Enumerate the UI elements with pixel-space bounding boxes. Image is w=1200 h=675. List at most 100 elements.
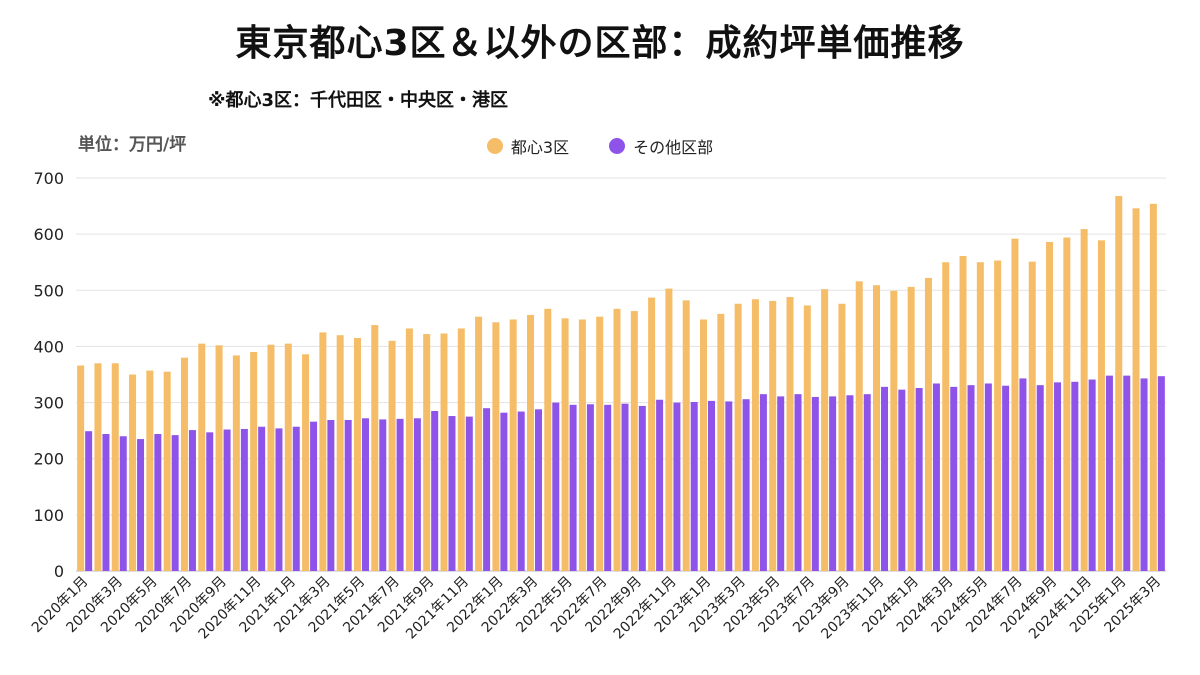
y-tick-label: 100	[33, 506, 64, 525]
bar-other	[846, 395, 854, 571]
bar-other	[863, 394, 871, 571]
bar-central	[371, 325, 379, 571]
bar-central	[423, 334, 431, 571]
bar-central	[1115, 195, 1123, 572]
bar-central	[1097, 240, 1105, 571]
y-tick-label: 300	[33, 394, 64, 413]
bar-other	[223, 429, 231, 571]
bar-other	[638, 405, 646, 571]
bar-central	[648, 297, 656, 571]
bar-other	[656, 399, 664, 571]
legend-item-central: 都心3区	[486, 134, 570, 158]
bar-central	[388, 340, 396, 571]
bar-central	[1080, 229, 1088, 571]
bar-other	[1088, 379, 1096, 571]
bar-other	[448, 416, 456, 571]
legend-label-central: 都心3区	[510, 138, 570, 157]
bar-other	[292, 426, 300, 571]
bar-other	[154, 434, 162, 571]
bar-central	[319, 332, 327, 571]
bar-central	[129, 374, 137, 571]
bar-other	[742, 399, 750, 571]
bar-other	[811, 396, 819, 571]
bar-other	[569, 404, 577, 571]
bar-other	[102, 434, 110, 571]
bar-other	[413, 418, 421, 571]
bar-other	[759, 394, 767, 571]
bar-central	[250, 352, 258, 571]
bar-central	[1028, 261, 1036, 571]
bar-other	[708, 400, 716, 571]
bar-central	[492, 322, 500, 571]
bar-central	[994, 260, 1002, 571]
bar-central	[405, 328, 413, 571]
legend-item-other: その他区部	[609, 134, 713, 158]
bar-central	[907, 286, 915, 571]
bar-central	[596, 316, 604, 571]
bar-other	[396, 418, 404, 571]
bar-other	[829, 396, 837, 571]
bar-central	[111, 363, 119, 571]
y-tick-label: 400	[33, 337, 64, 356]
y-tick-label: 0	[54, 562, 64, 581]
bar-central	[665, 288, 673, 571]
bar-other	[673, 402, 681, 571]
bar-central	[267, 344, 275, 571]
bar-central	[890, 290, 898, 571]
bar-central	[180, 357, 188, 571]
legend-swatch-other	[609, 138, 626, 154]
bar-other	[725, 401, 733, 571]
bar-other	[1105, 375, 1113, 571]
bar-other	[327, 419, 335, 571]
bar-other	[85, 431, 93, 571]
bar-central	[561, 318, 569, 571]
y-tick-label: 600	[33, 225, 64, 244]
bar-central	[734, 303, 742, 571]
bar-central	[94, 363, 102, 571]
bar-central	[751, 299, 759, 571]
bar-central	[873, 285, 881, 571]
legend-label-other: その他区部	[633, 138, 714, 157]
bar-other	[881, 386, 889, 571]
bar-other	[431, 410, 439, 571]
bar-other	[604, 404, 612, 571]
bar-central	[284, 343, 292, 571]
chart-title: 東京都心3区＆以外の区部：成約坪単価推移	[235, 23, 965, 64]
bar-other	[517, 411, 525, 571]
bar-central	[942, 262, 950, 571]
y-tick-label: 700	[33, 169, 64, 188]
bar-central	[838, 303, 846, 571]
bar-other	[206, 432, 214, 571]
bar-central	[440, 333, 448, 571]
bar-other	[379, 419, 387, 571]
bar-other	[500, 412, 508, 571]
bar-other	[310, 421, 318, 571]
bar-central	[855, 281, 863, 571]
bar-central	[77, 365, 85, 571]
bar-central	[786, 297, 794, 571]
bar-central	[1011, 238, 1019, 572]
bar-central	[509, 319, 517, 571]
bar-other	[915, 387, 923, 571]
bar-other	[794, 394, 802, 571]
bar-other	[1157, 376, 1165, 571]
bar-other	[690, 402, 698, 571]
bar-central	[1046, 242, 1054, 571]
bar-other	[1036, 385, 1044, 571]
bar-central	[613, 308, 621, 571]
bar-other	[275, 428, 283, 571]
bar-other	[119, 436, 127, 571]
bar-other	[188, 430, 196, 571]
bar-central	[682, 300, 690, 571]
bar-other	[1019, 378, 1027, 571]
bar-central	[336, 335, 344, 571]
bar-central	[544, 308, 552, 571]
bar-central	[198, 343, 206, 571]
legend-swatch-central	[486, 138, 503, 154]
bar-central	[924, 277, 932, 571]
bar-central	[578, 319, 586, 571]
bar-central	[769, 300, 777, 571]
bar-other	[777, 396, 785, 571]
y-tick-label: 500	[33, 281, 64, 300]
